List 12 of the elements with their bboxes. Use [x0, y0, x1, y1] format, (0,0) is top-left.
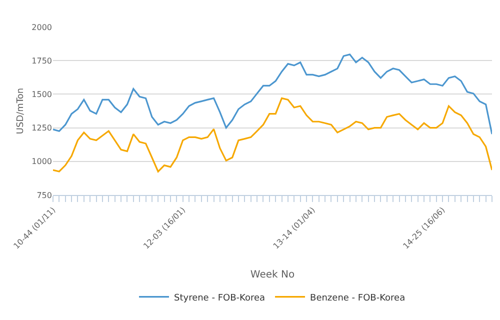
- y-tick-label: 1500: [32, 90, 52, 99]
- legend-label: Styrene - FOB-Korea: [174, 293, 266, 304]
- line-series: [53, 97, 492, 172]
- y-tick-label: 2000: [32, 22, 52, 32]
- x-axis-title: Week No: [250, 269, 295, 280]
- y-axis-title: USD/mTon: [16, 88, 26, 134]
- y-tick-label: 1000: [32, 157, 52, 166]
- line-series: [53, 54, 492, 135]
- y-tick-label: 750: [36, 190, 52, 200]
- y-tick-label: 1250: [32, 124, 52, 133]
- legend-label: Benzene - FOB-Korea: [310, 293, 406, 304]
- y-tick-label: 1750: [32, 56, 52, 66]
